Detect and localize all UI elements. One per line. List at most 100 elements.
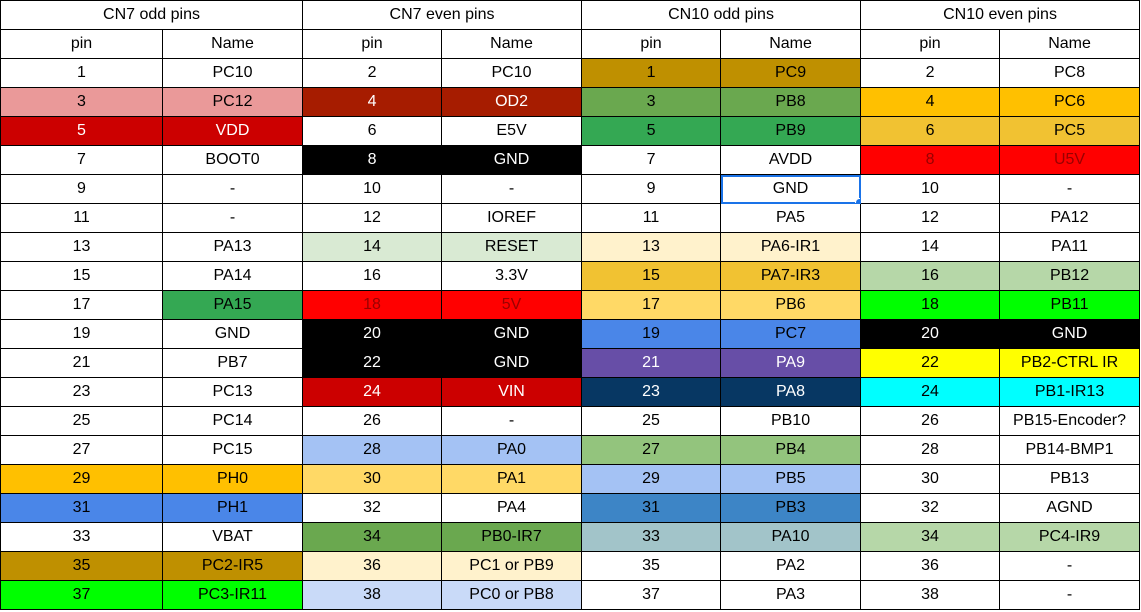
pin-cell-cn7-even[interactable]: 36 bbox=[302, 551, 443, 581]
name-cell-cn7-even[interactable]: PA0 bbox=[441, 435, 583, 465]
name-cell-cn10-even[interactable]: - bbox=[999, 174, 1141, 204]
name-cell-cn10-odd[interactable]: PA10 bbox=[720, 522, 862, 552]
name-cell-cn7-odd[interactable]: BOOT0 bbox=[161, 145, 304, 175]
pin-cell-cn7-odd[interactable]: 15 bbox=[0, 261, 163, 291]
name-cell-cn7-odd[interactable]: PC15 bbox=[161, 435, 304, 465]
pin-cell-cn7-even[interactable]: 10 bbox=[302, 174, 443, 204]
name-cell-cn7-odd[interactable]: PA15 bbox=[161, 290, 304, 320]
name-cell-cn10-odd[interactable]: PC7 bbox=[720, 319, 862, 349]
pin-cell-cn10-odd[interactable]: 23 bbox=[581, 377, 722, 407]
pin-cell-cn7-even[interactable]: 6 bbox=[302, 116, 443, 146]
name-cell-cn10-odd[interactable]: PC9 bbox=[720, 58, 862, 88]
name-cell-cn7-even[interactable]: GND bbox=[441, 348, 583, 378]
pin-cell-cn7-odd[interactable]: 35 bbox=[0, 551, 163, 581]
name-cell-cn10-odd[interactable]: PB10 bbox=[720, 406, 862, 436]
name-cell-cn7-odd[interactable]: PA13 bbox=[161, 232, 304, 262]
name-cell-cn10-even[interactable]: PC5 bbox=[999, 116, 1141, 146]
group-header-cn10-even[interactable]: CN10 even pins bbox=[860, 0, 1141, 30]
pin-cell-cn10-even[interactable]: 14 bbox=[860, 232, 1001, 262]
pin-cell-cn10-even[interactable]: 32 bbox=[860, 493, 1001, 523]
name-cell-cn7-odd[interactable]: PC10 bbox=[161, 58, 304, 88]
pin-cell-cn10-odd[interactable]: 3 bbox=[581, 87, 722, 117]
name-cell-cn10-even[interactable]: PB12 bbox=[999, 261, 1141, 291]
name-cell-cn10-even[interactable]: U5V bbox=[999, 145, 1141, 175]
pin-cell-cn10-even[interactable]: 26 bbox=[860, 406, 1001, 436]
name-cell-cn7-odd[interactable]: PH1 bbox=[161, 493, 304, 523]
name-cell-cn10-odd[interactable]: PB3 bbox=[720, 493, 862, 523]
name-cell-cn7-odd[interactable]: PC12 bbox=[161, 87, 304, 117]
name-cell-cn10-even[interactable]: PC8 bbox=[999, 58, 1141, 88]
pin-cell-cn7-even[interactable]: 14 bbox=[302, 232, 443, 262]
pin-cell-cn10-even[interactable]: 22 bbox=[860, 348, 1001, 378]
pin-cell-cn10-even[interactable]: 24 bbox=[860, 377, 1001, 407]
pin-cell-cn7-even[interactable]: 8 bbox=[302, 145, 443, 175]
name-cell-cn7-odd[interactable]: PA14 bbox=[161, 261, 304, 291]
name-cell-cn7-odd[interactable]: PC14 bbox=[161, 406, 304, 436]
pin-cell-cn7-odd[interactable]: 23 bbox=[0, 377, 163, 407]
name-cell-cn7-odd[interactable]: PC13 bbox=[161, 377, 304, 407]
name-cell-cn10-even[interactable]: PC4-IR9 bbox=[999, 522, 1141, 552]
column-header-pin[interactable]: pin bbox=[860, 29, 1001, 59]
pin-cell-cn7-odd[interactable]: 37 bbox=[0, 580, 163, 610]
name-cell-cn10-odd[interactable]: AVDD bbox=[720, 145, 862, 175]
name-cell-cn7-even[interactable]: PC1 or PB9 bbox=[441, 551, 583, 581]
pin-cell-cn10-odd[interactable]: 29 bbox=[581, 464, 722, 494]
name-cell-cn10-even[interactable]: PA12 bbox=[999, 203, 1141, 233]
name-cell-cn10-odd[interactable]: PB6 bbox=[720, 290, 862, 320]
name-cell-cn7-even[interactable]: PA1 bbox=[441, 464, 583, 494]
name-cell-cn7-even[interactable]: PA4 bbox=[441, 493, 583, 523]
name-cell-cn10-odd[interactable]: PA8 bbox=[720, 377, 862, 407]
pin-cell-cn7-odd[interactable]: 17 bbox=[0, 290, 163, 320]
name-cell-cn7-even[interactable]: GND bbox=[441, 145, 583, 175]
pin-cell-cn7-odd[interactable]: 21 bbox=[0, 348, 163, 378]
pin-cell-cn7-odd[interactable]: 33 bbox=[0, 522, 163, 552]
pin-cell-cn7-odd[interactable]: 13 bbox=[0, 232, 163, 262]
pin-cell-cn10-odd[interactable]: 33 bbox=[581, 522, 722, 552]
pin-cell-cn10-odd[interactable]: 25 bbox=[581, 406, 722, 436]
pin-cell-cn7-odd[interactable]: 19 bbox=[0, 319, 163, 349]
name-cell-cn10-even[interactable]: PC6 bbox=[999, 87, 1141, 117]
group-header-cn7-even[interactable]: CN7 even pins bbox=[302, 0, 583, 30]
pin-cell-cn7-even[interactable]: 20 bbox=[302, 319, 443, 349]
pin-cell-cn7-even[interactable]: 26 bbox=[302, 406, 443, 436]
name-cell-cn7-odd[interactable]: - bbox=[161, 203, 304, 233]
pin-cell-cn10-even[interactable]: 30 bbox=[860, 464, 1001, 494]
name-cell-cn10-odd[interactable]: PB8 bbox=[720, 87, 862, 117]
name-cell-cn10-even[interactable]: PB11 bbox=[999, 290, 1141, 320]
pin-cell-cn7-odd[interactable]: 31 bbox=[0, 493, 163, 523]
name-cell-cn10-even[interactable]: PB14-BMP1 bbox=[999, 435, 1141, 465]
name-cell-cn7-even[interactable]: E5V bbox=[441, 116, 583, 146]
pin-cell-cn7-odd[interactable]: 27 bbox=[0, 435, 163, 465]
pin-cell-cn10-odd[interactable]: 9 bbox=[581, 174, 722, 204]
pin-cell-cn7-even[interactable]: 22 bbox=[302, 348, 443, 378]
pin-cell-cn10-odd[interactable]: 13 bbox=[581, 232, 722, 262]
column-header-name[interactable]: Name bbox=[161, 29, 304, 59]
name-cell-cn7-odd[interactable]: VBAT bbox=[161, 522, 304, 552]
pin-cell-cn7-even[interactable]: 30 bbox=[302, 464, 443, 494]
column-header-name[interactable]: Name bbox=[999, 29, 1141, 59]
name-cell-cn7-odd[interactable]: PB7 bbox=[161, 348, 304, 378]
name-cell-cn7-odd[interactable]: PC3-IR11 bbox=[161, 580, 304, 610]
pin-cell-cn10-even[interactable]: 2 bbox=[860, 58, 1001, 88]
pin-cell-cn7-odd[interactable]: 29 bbox=[0, 464, 163, 494]
name-cell-cn7-even[interactable]: RESET bbox=[441, 232, 583, 262]
name-cell-cn10-odd[interactable]: PA7-IR3 bbox=[720, 261, 862, 291]
pin-cell-cn7-odd[interactable]: 3 bbox=[0, 87, 163, 117]
name-cell-cn7-even[interactable]: VIN bbox=[441, 377, 583, 407]
column-header-pin[interactable]: pin bbox=[0, 29, 163, 59]
name-cell-cn10-even[interactable]: - bbox=[999, 580, 1141, 610]
pin-cell-cn7-even[interactable]: 34 bbox=[302, 522, 443, 552]
pin-cell-cn10-even[interactable]: 8 bbox=[860, 145, 1001, 175]
pin-cell-cn10-even[interactable]: 10 bbox=[860, 174, 1001, 204]
name-cell-cn10-even[interactable]: GND bbox=[999, 319, 1141, 349]
pin-cell-cn10-even[interactable]: 20 bbox=[860, 319, 1001, 349]
name-cell-cn7-even[interactable]: PB0-IR7 bbox=[441, 522, 583, 552]
pin-cell-cn10-odd[interactable]: 17 bbox=[581, 290, 722, 320]
name-cell-cn10-odd[interactable]: PA5 bbox=[720, 203, 862, 233]
pin-cell-cn10-even[interactable]: 28 bbox=[860, 435, 1001, 465]
name-cell-cn7-even[interactable]: - bbox=[441, 174, 583, 204]
pin-cell-cn10-odd[interactable]: 5 bbox=[581, 116, 722, 146]
name-cell-cn7-even[interactable]: PC10 bbox=[441, 58, 583, 88]
fill-handle[interactable] bbox=[855, 198, 860, 203]
name-cell-cn7-odd[interactable]: VDD bbox=[161, 116, 304, 146]
